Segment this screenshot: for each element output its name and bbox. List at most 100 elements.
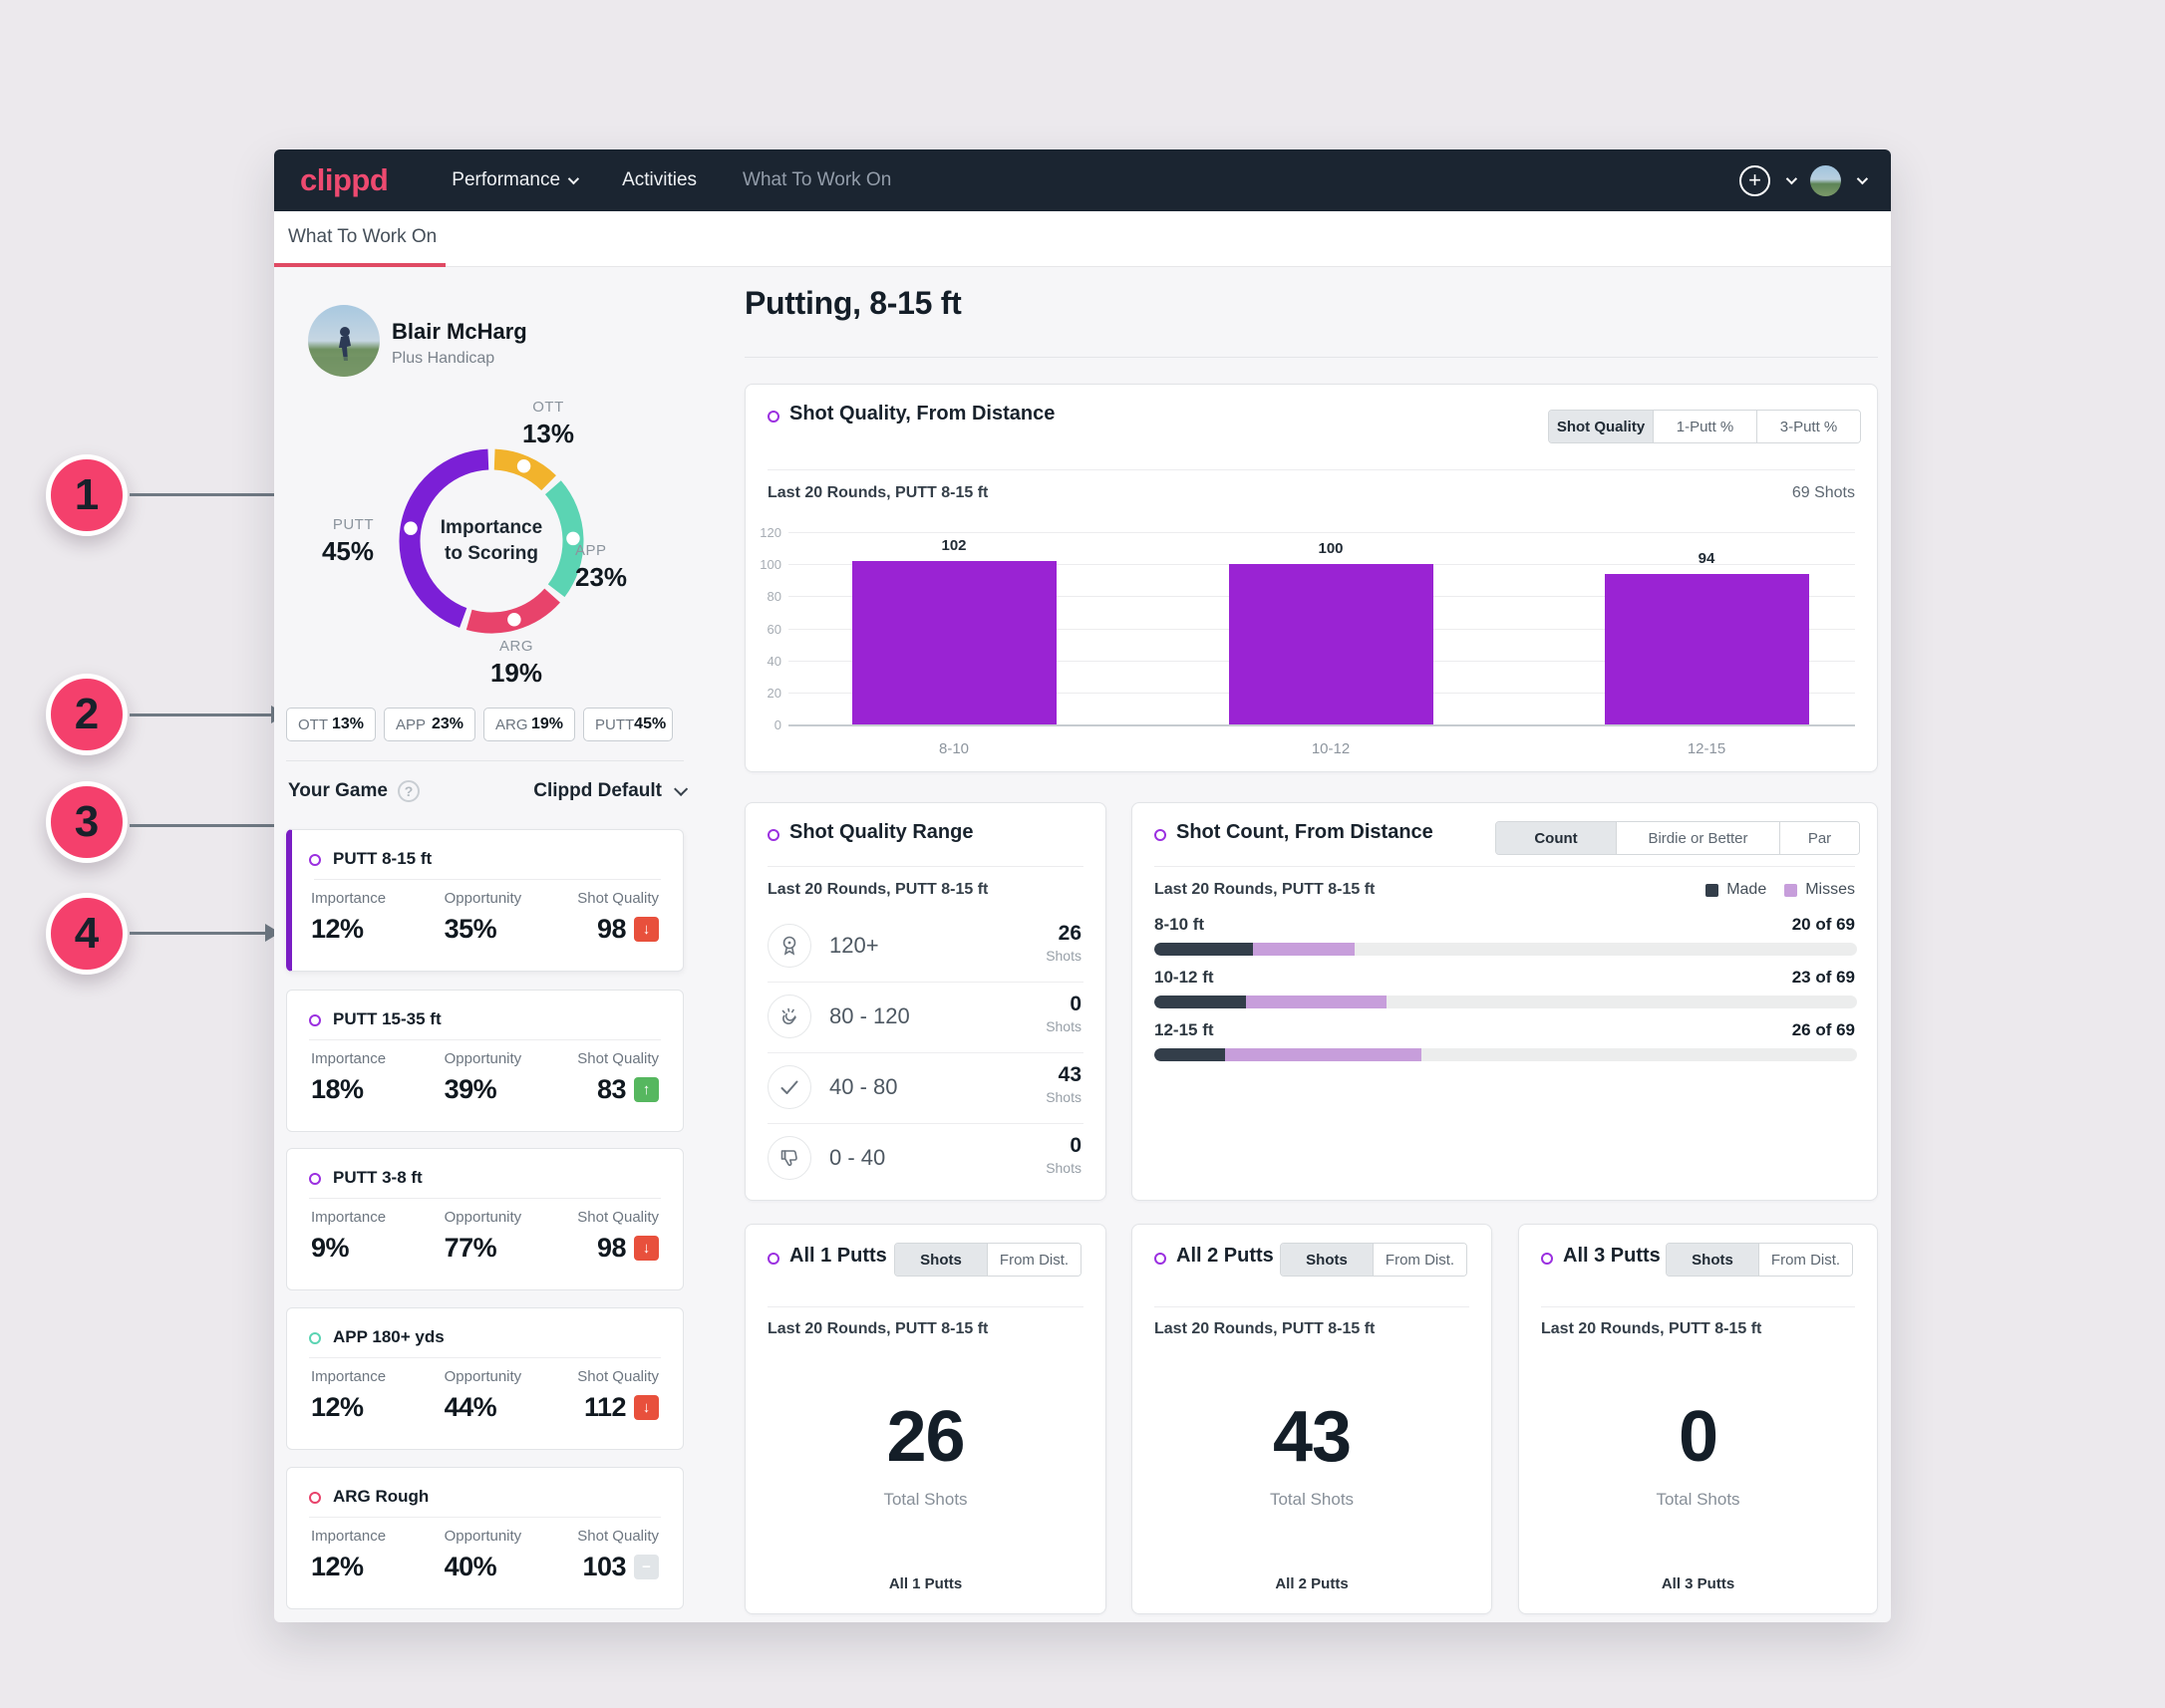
toggle-count[interactable]: Count <box>1496 822 1616 854</box>
donut-label-value: 23% <box>575 562 628 592</box>
user-avatar[interactable] <box>1810 164 1841 196</box>
total-shots-value: 0 <box>1678 1397 1718 1477</box>
stat-label: Importance <box>311 1368 387 1385</box>
misses-segment <box>1252 943 1355 956</box>
focus-card-title: PUTT 8-15 ft <box>333 849 433 868</box>
shot-count-toggle-group: Count Birdie or Better Par <box>1495 821 1860 855</box>
focus-card-title: ARG Rough <box>333 1487 430 1506</box>
x-axis-tick-label: 8-10 <box>938 740 970 757</box>
misses-segment <box>1245 996 1387 1008</box>
made-segment <box>1154 996 1246 1008</box>
category-dot-icon <box>1154 829 1166 841</box>
clippd-logo[interactable]: clippd <box>300 162 389 197</box>
shot-quality-bar-chart: 0 20 40 60 80 100 120 102 8-10 100 10-12 94 12-15 <box>746 385 1877 771</box>
focus-card-app-180[interactable]: APP 180+ yds Importance 12% Opportunity 44… <box>286 1307 684 1450</box>
chip-value: 45% <box>634 715 667 732</box>
opportunity-value: 35% <box>444 914 497 944</box>
donut-label-putt: PUTT 45% <box>282 516 374 567</box>
chevron-down-icon <box>567 172 580 185</box>
trend-neutral-icon: − <box>634 1555 659 1579</box>
all-2-putts-card: All 2 Putts Shots From Dist. Last 20 Rou… <box>1131 1224 1492 1614</box>
shot-quality-value: 103 <box>582 1552 626 1581</box>
annotation-arrow-line-2 <box>130 713 273 716</box>
legend-label: Made <box>1726 881 1767 898</box>
stat-label: Opportunity <box>444 890 522 907</box>
putt-card-toggle-group: Shots From Dist. <box>894 1243 1082 1277</box>
profile-avatar[interactable] <box>308 305 380 377</box>
toggle-shots[interactable]: Shots <box>895 1244 987 1276</box>
donut-marker-app <box>563 529 583 548</box>
count-row-label: 12-15 ft <box>1154 1020 1214 1039</box>
toggle-shot-quality[interactable]: Shot Quality <box>1549 411 1653 442</box>
donut-label-text: PUTT <box>332 516 374 533</box>
toggle-from-dist[interactable]: From Dist. <box>1758 1244 1852 1276</box>
toggle-shots[interactable]: Shots <box>1667 1244 1758 1276</box>
card-title: Shot Quality Range <box>789 821 974 843</box>
count-bar <box>1154 1048 1857 1061</box>
donut-marker-arg <box>504 610 524 629</box>
focus-card-putt-15-35[interactable]: PUTT 15-35 ft Importance 18% Opportunity 3… <box>286 990 684 1132</box>
toggle-par[interactable]: Par <box>1779 822 1859 854</box>
range-value: 43 <box>1058 1063 1082 1086</box>
focus-card-title: PUTT 3-8 ft <box>333 1168 423 1187</box>
donut-marker-putt <box>401 518 421 538</box>
made-swatch <box>1705 883 1719 897</box>
chevron-down-icon[interactable] <box>1856 172 1869 185</box>
shot-count-from-distance-card: Shot Count, From Distance Count Birdie o… <box>1131 802 1878 1201</box>
y-axis-tick-label: 100 <box>760 557 781 573</box>
add-icon[interactable]: + <box>1739 164 1770 196</box>
toggle-from-dist[interactable]: From Dist. <box>1373 1244 1466 1276</box>
range-value: 26 <box>1058 922 1082 945</box>
category-dot-icon <box>309 1014 321 1026</box>
navbar: clippd Performance Activities What To Wo… <box>274 149 1891 211</box>
category-dot-icon <box>1154 1253 1166 1265</box>
total-shots-value: 43 <box>1272 1397 1352 1477</box>
shot-quality-value: 98 <box>596 1233 627 1263</box>
importance-value: 9% <box>311 1233 350 1263</box>
toggle-birdie-or-better[interactable]: Birdie or Better <box>1616 822 1779 854</box>
plus-glyph: + <box>1748 167 1761 192</box>
divider <box>309 1517 661 1518</box>
nav-item-what-to-work-on[interactable]: What To Work On <box>743 169 891 191</box>
shot-quality-value: 83 <box>596 1074 627 1104</box>
focus-card-putt-8-15[interactable]: PUTT 8-15 ft Importance 12% Opportunity 35… <box>286 829 684 972</box>
opportunity-value: 44% <box>444 1392 497 1422</box>
golfer-photo <box>308 327 380 377</box>
nav-item-activities[interactable]: Activities <box>622 169 697 191</box>
chip-value: 13% <box>331 715 364 732</box>
focus-card-arg-rough[interactable]: ARG Rough Importance 12% Opportunity 40% S… <box>286 1467 684 1609</box>
stat-label: Shot Quality <box>577 1209 659 1226</box>
all-1-putts-card: All 1 Putts Shots From Dist. Last 20 Rou… <box>745 1224 1106 1614</box>
trend-down-icon: ↓ <box>634 1236 659 1261</box>
focus-card-title: PUTT 15-35 ft <box>333 1009 442 1028</box>
toggle-1-putt[interactable]: 1-Putt % <box>1653 411 1756 442</box>
annotation-number: 3 <box>74 797 100 846</box>
opportunity-value: 77% <box>444 1233 497 1263</box>
toggle-3-putt[interactable]: 3-Putt % <box>1756 411 1860 442</box>
nav-item-label: Performance <box>452 169 561 190</box>
focus-card-putt-3-8[interactable]: PUTT 3-8 ft Importance 9% Opportunity 77% … <box>286 1148 684 1290</box>
help-icon[interactable]: ? <box>397 780 420 802</box>
nav-item-label: Activities <box>622 169 698 190</box>
y-axis-tick-label: 20 <box>767 685 781 701</box>
nav-item-performance[interactable]: Performance <box>452 169 580 191</box>
stat-label: Opportunity <box>444 1209 522 1226</box>
preset-dropdown[interactable]: Clippd Default <box>533 780 689 802</box>
tab-what-to-work-on[interactable]: What To Work On <box>288 226 438 247</box>
clap-icon <box>768 995 811 1038</box>
category-dot-icon <box>768 1253 779 1265</box>
legend-made: Made <box>1705 881 1766 899</box>
chip-label: APP <box>396 715 427 733</box>
toggle-from-dist[interactable]: From Dist. <box>987 1244 1081 1276</box>
donut-label-value: 19% <box>489 658 543 688</box>
y-axis-tick-label: 80 <box>767 589 781 605</box>
bar-value-label: 100 <box>1318 540 1344 558</box>
divider <box>745 357 1878 358</box>
range-label: 40 - 80 <box>829 1074 898 1099</box>
shots-count-label: 69 Shots <box>1791 484 1855 501</box>
toggle-shots[interactable]: Shots <box>1281 1244 1373 1276</box>
importance-donut-chart <box>399 448 584 634</box>
chevron-down-icon[interactable] <box>1785 172 1798 185</box>
annotation-badge-4: 4 <box>46 893 128 975</box>
stat-label: Importance <box>311 890 387 907</box>
